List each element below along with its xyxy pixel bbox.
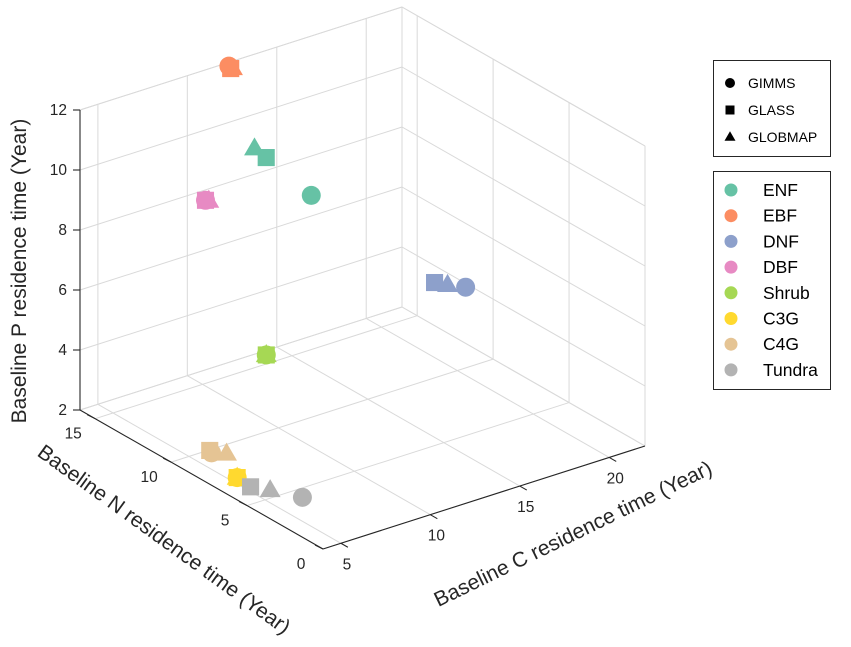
y-tick-mark (238, 501, 248, 507)
x-tick-label: 15 (517, 499, 534, 516)
z-axis-label: Baseline P residence time (Year) (8, 119, 31, 424)
x-tick-mark (340, 542, 349, 548)
legend-gimms-symbol (725, 78, 735, 88)
grid-line-floor-y (246, 402, 570, 507)
y-tick-mark (162, 457, 172, 463)
legend-enf-symbol (724, 183, 738, 197)
x-tick-mark (430, 514, 438, 520)
legend-c4g-label: C4G (763, 334, 799, 354)
x-axis-line (322, 445, 646, 550)
z-tick-label: 2 (58, 402, 67, 419)
tick-labels: 5 10 15 20 0 5 10 15 2 4 6 8 10 12 (50, 102, 624, 573)
legend-c3g-label: C3G (763, 309, 799, 329)
y-tick-mark (86, 414, 96, 420)
x-tick-label: 5 (343, 556, 352, 573)
legend-globmap-label: GLOBMAP (748, 129, 817, 145)
legend-pft: ENF EBF DNF DBF Shrub C3G C4G Tundra (713, 171, 831, 390)
grid-line-wall-z (79, 66, 403, 171)
tundra-globmap-marker (259, 479, 281, 498)
tundra-gimms-marker (292, 487, 312, 507)
dbf-globmap-marker (198, 189, 220, 208)
y-tick-mark (314, 544, 324, 550)
legend-dnf-symbol (724, 234, 738, 248)
ebf-gimms-marker (219, 56, 239, 76)
data-points (195, 56, 476, 507)
legend-shrub-symbol (724, 286, 738, 300)
z-tick-label: 6 (58, 282, 67, 299)
legend-shrub-label: Shrub (763, 283, 810, 303)
c4g-globmap-marker (216, 442, 237, 461)
pane-border (401, 306, 646, 447)
y-axis-line (79, 409, 324, 550)
c4g-glass-marker (201, 441, 219, 459)
x-tick-label: 10 (428, 528, 446, 545)
legend-dnf-label: DNF (763, 231, 799, 251)
z-tick-label: 12 (50, 102, 67, 119)
grid-line-floor-x (365, 318, 610, 458)
shrub-globmap-marker (255, 344, 277, 363)
legend-ebf-label: EBF (763, 206, 797, 226)
z-tick-label: 8 (58, 222, 67, 239)
y-tick-label: 10 (141, 469, 159, 486)
z-tick-label: 10 (50, 162, 68, 179)
grid-line-wall-z2 (401, 66, 646, 207)
grid-line-wall-z2 (401, 186, 646, 327)
legend-dbf-label: DBF (763, 257, 798, 277)
legend-gimms-label: GIMMS (748, 75, 795, 91)
grid-line-wall-z2 (401, 126, 646, 267)
z-tick-label: 4 (58, 342, 67, 359)
y-tick-label: 5 (221, 513, 230, 530)
legend-pft-box (713, 171, 831, 390)
legend-dbf-symbol (724, 260, 738, 274)
legend-globmap-symbol (724, 131, 736, 141)
grid-line-wall-z (79, 186, 403, 291)
grid-line-floor-y (95, 315, 418, 420)
dnf-gimms-marker (456, 277, 476, 297)
legend-tundra-symbol (724, 363, 738, 377)
legend-product: GIMMS GLASS GLOBMAP (713, 60, 831, 157)
pane-border (79, 306, 403, 411)
legend-c3g-symbol (724, 312, 738, 325)
dnf-globmap-marker (437, 273, 459, 292)
x-tick-mark (519, 485, 528, 491)
grid-line-wall-z (79, 246, 403, 351)
legend-glass-symbol (725, 105, 735, 115)
grid-line-floor-x (276, 346, 521, 487)
enf-glass-marker (257, 149, 275, 167)
axes (73, 109, 646, 550)
x-tick-mark (608, 456, 617, 462)
grid-line-floor-y (170, 358, 494, 463)
legend-glass-label: GLASS (748, 102, 795, 118)
pane-border (79, 6, 403, 111)
grid-lines (79, 6, 646, 550)
dnf-glass-marker (426, 273, 444, 292)
y-tick-label: 15 (65, 426, 82, 443)
y-tick-label: 0 (297, 556, 306, 573)
legend-c4g-symbol (724, 337, 738, 351)
x-tick-label: 20 (607, 470, 625, 487)
legend-tundra-label: Tundra (763, 360, 818, 380)
enf-gimms-marker (301, 185, 321, 205)
legend-enf-label: ENF (763, 180, 798, 200)
x-axis-label: Baseline C residence time (Year) (431, 457, 716, 612)
grid-line-floor-x (187, 375, 431, 516)
pane-border (401, 6, 646, 147)
grid-line-floor-x (97, 403, 342, 544)
grid-line-wall-z2 (401, 246, 646, 387)
y-axis-label: Baseline N residence time (Year) (33, 440, 294, 639)
grid-line-wall-z (79, 126, 403, 231)
legend-ebf-symbol (724, 209, 738, 223)
tundra-glass-marker (242, 478, 260, 496)
